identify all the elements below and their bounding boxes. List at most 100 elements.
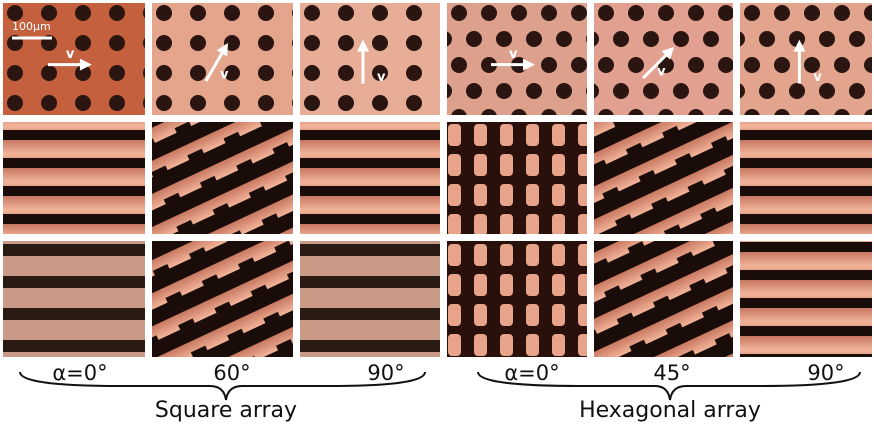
hole xyxy=(406,95,422,111)
hole xyxy=(718,5,734,21)
hole xyxy=(190,65,206,81)
hole xyxy=(628,5,644,21)
panel xyxy=(3,241,145,357)
panel xyxy=(447,122,587,234)
panel xyxy=(300,241,440,357)
hole xyxy=(571,5,587,21)
panel xyxy=(300,122,440,234)
arrow-label: v xyxy=(657,65,666,80)
hole xyxy=(75,95,91,111)
arrow-label: v xyxy=(813,70,822,85)
hole xyxy=(75,35,91,51)
hole xyxy=(613,83,629,99)
hole xyxy=(643,83,659,99)
hole xyxy=(338,65,354,81)
column-label: 60° xyxy=(213,361,250,385)
hole xyxy=(224,5,240,21)
hole xyxy=(744,5,760,21)
arrow-label: v xyxy=(509,47,518,62)
hole xyxy=(703,31,719,47)
column-label: 45° xyxy=(653,361,690,385)
hole xyxy=(496,31,512,47)
hole xyxy=(41,95,57,111)
figure: vvvvvv100µm α=0° 60° 90° α=0° 45° 90° Sq… xyxy=(0,0,874,426)
hole xyxy=(703,83,719,99)
hole xyxy=(338,95,354,111)
column-label: α=0° xyxy=(52,361,107,385)
hole xyxy=(673,83,689,99)
hole xyxy=(451,57,467,73)
hole xyxy=(258,35,274,51)
hole xyxy=(372,5,388,21)
hole xyxy=(41,5,57,21)
hole xyxy=(466,83,482,99)
group-label: Square array xyxy=(155,398,297,423)
panel xyxy=(152,122,293,234)
panel-bg xyxy=(740,3,872,115)
hole xyxy=(338,5,354,21)
hole xyxy=(789,83,805,99)
hole xyxy=(258,5,274,21)
hole xyxy=(406,65,422,81)
hole xyxy=(304,65,320,81)
hole xyxy=(598,5,614,21)
hole xyxy=(759,31,775,47)
hole xyxy=(109,5,125,21)
hole xyxy=(406,35,422,51)
hole xyxy=(556,83,572,99)
hole xyxy=(774,57,790,73)
hole xyxy=(190,95,206,111)
hole xyxy=(258,65,274,81)
hole xyxy=(744,57,760,73)
hole xyxy=(496,83,512,99)
hole xyxy=(834,57,850,73)
hole xyxy=(338,35,354,51)
hole xyxy=(849,31,865,47)
scale-bar-label: 100µm xyxy=(12,20,51,33)
hole xyxy=(526,31,542,47)
hole xyxy=(598,57,614,73)
hole xyxy=(190,5,206,21)
hole xyxy=(511,5,527,21)
hole xyxy=(541,5,557,21)
hole xyxy=(156,5,172,21)
hole xyxy=(258,95,274,111)
panel xyxy=(740,122,872,234)
hole xyxy=(849,83,865,99)
hole xyxy=(834,5,850,21)
hole xyxy=(718,57,734,73)
hole xyxy=(406,5,422,21)
panel xyxy=(740,241,872,357)
hole xyxy=(451,5,467,21)
hole xyxy=(643,31,659,47)
hole xyxy=(819,31,835,47)
hole xyxy=(759,83,775,99)
hole xyxy=(466,31,482,47)
hole xyxy=(109,35,125,51)
hole xyxy=(156,95,172,111)
panel xyxy=(152,241,293,357)
hole xyxy=(481,5,497,21)
hole xyxy=(109,95,125,111)
arrow-label: v xyxy=(66,47,75,62)
hole xyxy=(613,31,629,47)
hole xyxy=(156,35,172,51)
hole xyxy=(673,31,689,47)
hole xyxy=(556,31,572,47)
hole xyxy=(7,5,23,21)
hole xyxy=(774,5,790,21)
hole xyxy=(526,83,542,99)
hole xyxy=(571,57,587,73)
panel xyxy=(3,122,145,234)
arrow-label: v xyxy=(377,70,386,85)
hole xyxy=(304,5,320,21)
hole xyxy=(628,57,644,73)
hole xyxy=(190,35,206,51)
hole xyxy=(541,57,557,73)
hole xyxy=(7,65,23,81)
column-label: 90° xyxy=(807,361,844,385)
hole xyxy=(156,65,172,81)
column-label: α=0° xyxy=(504,361,559,385)
panel xyxy=(447,241,587,357)
